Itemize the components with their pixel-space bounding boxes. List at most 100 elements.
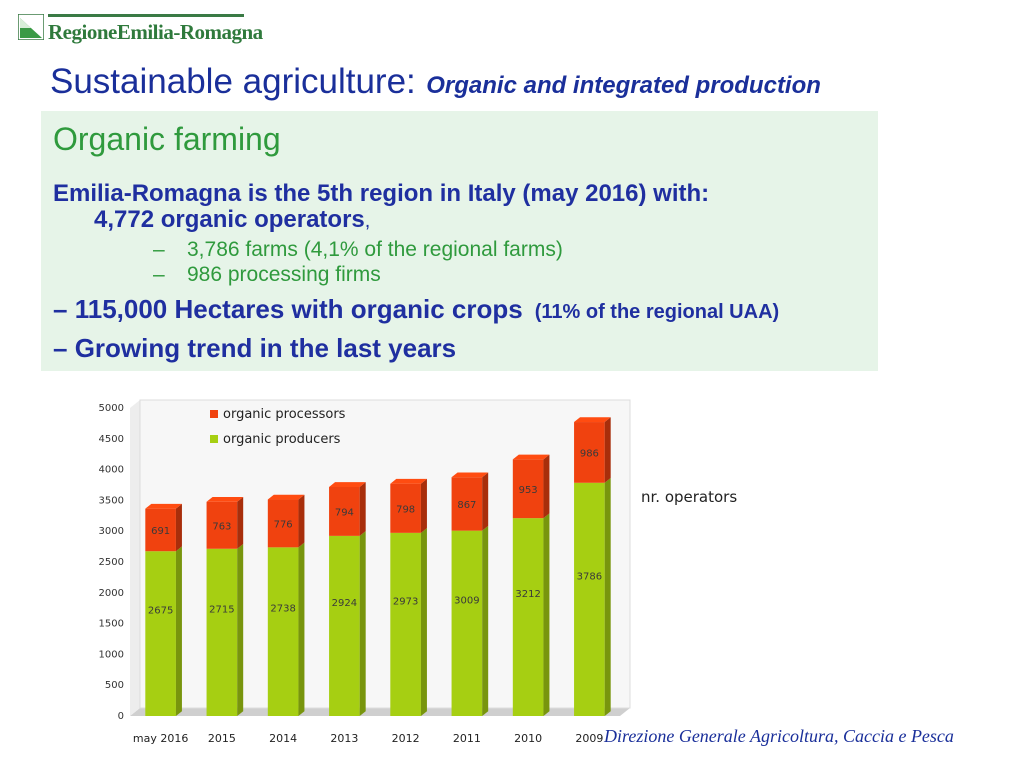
- x-tick-label: 2011: [453, 732, 481, 745]
- slide-subtitle: Organic and integrated production: [426, 72, 821, 99]
- bar-producers-side-6: [543, 513, 550, 716]
- legend-swatch-1: [210, 435, 218, 443]
- label-producers-4: 2973: [393, 596, 418, 607]
- x-tick-label: 2013: [330, 732, 358, 745]
- label-processors-7: 986: [580, 448, 599, 459]
- region-rank-text: Emilia-Romagna is the 5th region in Ital…: [53, 180, 710, 207]
- bar-processors-top-1: [206, 496, 244, 502]
- legend-swatch-0: [210, 410, 218, 418]
- slide-title-main: Sustainable agriculture:: [50, 62, 416, 101]
- label-producers-3: 2924: [332, 598, 357, 609]
- bar-producers-side-2: [298, 542, 305, 716]
- bar-processors-top-2: [267, 494, 305, 500]
- x-tick-label: 2014: [269, 732, 297, 745]
- bar-producers-5: [451, 530, 483, 716]
- bar-producers-3: [329, 535, 360, 716]
- x-tick-label: may 2016: [133, 732, 188, 745]
- bar-producers-1: [206, 548, 238, 716]
- bar-processors-4: [390, 483, 421, 533]
- trend-text: – Growing trend in the last years: [53, 333, 456, 364]
- label-processors-0: 691: [151, 526, 170, 537]
- bar-processors-1: [206, 501, 238, 549]
- logo-text: RegioneEmilia-Romagna: [48, 20, 263, 44]
- bar-processors-side-0: [175, 503, 182, 552]
- region-logo: RegioneEmilia-Romagna: [18, 14, 263, 46]
- farms-count-text: –3,786 farms (4,1% of the regional farms…: [153, 238, 563, 262]
- label-processors-5: 867: [457, 500, 476, 511]
- bar-processors-side-1: [237, 496, 244, 549]
- bar-producers-6: [512, 518, 544, 716]
- label-producers-1: 2715: [209, 604, 234, 615]
- hectares-note: (11% of the regional UAA): [534, 301, 780, 323]
- bar-producers-side-7: [604, 477, 611, 716]
- trend-value: Growing trend in the last years: [74, 333, 457, 363]
- panel-heading: Organic farming: [53, 121, 281, 157]
- processing-firms-text: –986 processing firms: [153, 263, 381, 287]
- bar-processors-side-6: [543, 454, 550, 519]
- bar-processors-side-3: [359, 482, 366, 536]
- bar-processors-side-4: [420, 478, 427, 533]
- logo-rule: [48, 14, 244, 17]
- y-axis-label: nr. operators: [641, 488, 737, 506]
- hectares-text: – 115,000 Hectares with organic crops (11…: [53, 294, 779, 325]
- y-tick-label: 2500: [99, 557, 124, 568]
- bar-producers-4: [390, 532, 421, 716]
- chart-side-wall: [130, 400, 140, 716]
- bar-producers-side-0: [175, 546, 182, 716]
- y-tick-label: 0: [118, 711, 124, 722]
- bar-producers-side-4: [420, 528, 427, 716]
- x-tick-label: 2012: [392, 732, 420, 745]
- y-tick-label: 1000: [99, 649, 124, 660]
- bar-producers-side-3: [359, 531, 366, 716]
- x-tick-label: 2010: [514, 732, 542, 745]
- label-processors-1: 763: [212, 521, 231, 532]
- y-tick-label: 2000: [99, 588, 124, 599]
- bar-processors-side-2: [298, 494, 305, 548]
- farms-dash: –: [153, 238, 165, 261]
- bar-processors-0: [145, 508, 176, 552]
- operators-count-text: 4,772 organic operators,: [94, 206, 370, 234]
- processing-dash: –: [153, 263, 165, 286]
- label-producers-7: 3786: [577, 571, 602, 582]
- hectares-value: 115,000 Hectares with organic crops: [74, 294, 523, 324]
- label-processors-4: 798: [396, 504, 415, 515]
- processing-firms-value: 986 processing firms: [187, 263, 381, 286]
- label-processors-3: 794: [335, 507, 354, 518]
- bar-processors-7: [574, 422, 605, 483]
- bar-processors-top-0: [145, 503, 182, 509]
- y-tick-label: 4000: [99, 465, 124, 476]
- bar-processors-5: [451, 477, 483, 531]
- bar-producers-side-5: [482, 525, 489, 716]
- y-tick-label: 3500: [99, 495, 124, 506]
- bar-processors-3: [329, 486, 360, 536]
- label-producers-6: 3212: [515, 589, 540, 600]
- operators-count-value: 4,772 organic operators: [94, 206, 365, 233]
- bar-producers-0: [145, 551, 176, 716]
- bar-processors-top-5: [451, 472, 489, 478]
- x-tick-label: 2015: [208, 732, 236, 745]
- bar-processors-side-7: [604, 417, 611, 483]
- bar-producers-7: [574, 482, 605, 716]
- label-producers-2: 2738: [270, 604, 295, 615]
- bar-processors-2: [267, 499, 299, 548]
- bar-producers-side-1: [237, 543, 244, 716]
- label-producers-0: 2675: [148, 606, 173, 617]
- label-producers-5: 3009: [454, 595, 479, 606]
- bar-producers-2: [267, 547, 299, 716]
- bar-processors-6: [512, 459, 544, 519]
- label-processors-2: 776: [274, 519, 293, 530]
- bar-processors-side-5: [482, 472, 489, 531]
- legend-label-1: organic producers: [223, 432, 341, 447]
- operators-count-punct: ,: [364, 210, 371, 232]
- trend-dash: –: [53, 333, 68, 363]
- bar-processors-top-3: [329, 482, 366, 487]
- slide-title: Sustainable agriculture: Organic and int…: [50, 62, 821, 102]
- bar-processors-top-6: [512, 454, 550, 460]
- bar-processors-top-7: [574, 417, 611, 423]
- footer-credit: Direzione Generale Agricoltura, Caccia e…: [604, 726, 954, 746]
- legend-label-0: organic processors: [223, 407, 346, 422]
- region-flag-icon: [18, 14, 44, 40]
- x-tick-label: 2009: [575, 732, 603, 745]
- chart-floor: [130, 708, 630, 716]
- y-tick-label: 1500: [99, 619, 124, 630]
